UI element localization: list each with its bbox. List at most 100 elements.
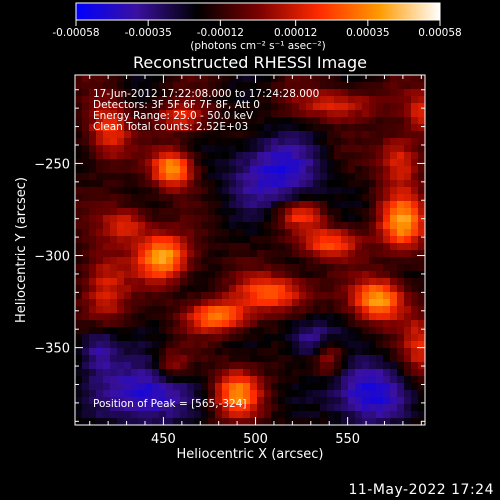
heatmap-cell <box>369 117 377 125</box>
heatmap-cell <box>348 180 356 188</box>
heatmap-cell <box>152 96 160 104</box>
heatmap-cell <box>271 306 279 314</box>
heatmap-cell <box>110 320 118 328</box>
heatmap-cell <box>355 201 363 209</box>
heatmap-cell <box>320 271 328 279</box>
heatmap-cell <box>229 404 237 412</box>
heatmap-cell <box>264 320 272 328</box>
heatmap-cell <box>138 243 146 251</box>
heatmap-cell <box>229 320 237 328</box>
heatmap-cell <box>96 89 104 97</box>
heatmap-cell <box>229 159 237 167</box>
heatmap-cell <box>383 215 391 223</box>
heatmap-cell <box>313 369 321 377</box>
heatmap-cell <box>117 299 125 307</box>
heatmap-cell <box>327 383 335 391</box>
heatmap-cell <box>292 138 300 146</box>
heatmap-cell <box>236 236 244 244</box>
heatmap-cell <box>145 110 153 118</box>
heatmap-cell <box>180 306 188 314</box>
heatmap-cell <box>110 110 118 118</box>
heatmap-cell <box>285 152 293 160</box>
heatmap-cell <box>320 145 328 153</box>
heatmap-cell <box>376 369 384 377</box>
heatmap-cell <box>264 383 272 391</box>
heatmap-cell <box>152 110 160 118</box>
heatmap-cell <box>110 243 118 251</box>
heatmap-cell <box>166 89 174 97</box>
heatmap-cell <box>173 124 181 132</box>
heatmap-cell <box>390 257 398 265</box>
heatmap-cell <box>173 194 181 202</box>
heatmap-cell <box>292 327 300 335</box>
heatmap-cell <box>145 187 153 195</box>
heatmap-cell <box>250 355 258 363</box>
heatmap-cell <box>404 187 412 195</box>
heatmap-cell <box>383 173 391 181</box>
heatmap-cell <box>313 215 321 223</box>
heatmap-cell <box>117 383 125 391</box>
heatmap-cell <box>96 173 104 181</box>
heatmap-cell <box>152 397 160 405</box>
heatmap-cell <box>320 173 328 181</box>
heatmap-cell <box>334 96 342 104</box>
heatmap-cell <box>187 82 195 90</box>
heatmap-cell <box>264 131 272 139</box>
heatmap-cell <box>89 355 97 363</box>
heatmap-cell <box>145 159 153 167</box>
heatmap-cell <box>257 243 265 251</box>
heatmap-cell <box>362 215 370 223</box>
heatmap-cell <box>159 89 167 97</box>
heatmap-cell <box>236 194 244 202</box>
heatmap-cell <box>341 383 349 391</box>
heatmap-cell <box>341 159 349 167</box>
heatmap-cell <box>327 131 335 139</box>
heatmap-cell <box>159 376 167 384</box>
heatmap-cell <box>89 299 97 307</box>
heatmap-cell <box>369 250 377 258</box>
heatmap-cell <box>411 313 419 321</box>
heatmap-cell <box>180 320 188 328</box>
heatmap-cell <box>222 376 230 384</box>
heatmap-cell <box>341 201 349 209</box>
heatmap-cell <box>271 404 279 412</box>
heatmap-cell <box>201 243 209 251</box>
heatmap-cell <box>320 320 328 328</box>
heatmap-cell <box>229 418 237 425</box>
heatmap-cell <box>320 299 328 307</box>
heatmap-cell <box>89 362 97 370</box>
heatmap-cell <box>341 152 349 160</box>
heatmap-cell <box>166 82 174 90</box>
heatmap-cell <box>278 299 286 307</box>
heatmap-cell <box>215 257 223 265</box>
heatmap-cell <box>194 89 202 97</box>
heatmap-cell <box>124 264 132 272</box>
heatmap-cell <box>341 278 349 286</box>
heatmap-cell <box>376 222 384 230</box>
heatmap-cell <box>362 334 370 342</box>
heatmap-cell <box>376 418 384 425</box>
heatmap-cell <box>341 215 349 223</box>
heatmap-cell <box>390 397 398 405</box>
heatmap-cell <box>222 278 230 286</box>
heatmap-cell <box>166 362 174 370</box>
heatmap-cell <box>96 145 104 153</box>
heatmap-cell <box>355 264 363 272</box>
heatmap-cell <box>264 418 272 425</box>
heatmap-cell <box>173 215 181 223</box>
heatmap-cell <box>348 334 356 342</box>
heatmap-cell <box>390 187 398 195</box>
heatmap-cell <box>124 173 132 181</box>
heatmap-cell <box>166 229 174 237</box>
heatmap-cell <box>362 236 370 244</box>
heatmap-cell <box>131 376 139 384</box>
heatmap-cell <box>341 250 349 258</box>
heatmap-cell <box>215 348 223 356</box>
heatmap-cell <box>124 180 132 188</box>
heatmap-cell <box>159 383 167 391</box>
heatmap-cell <box>173 362 181 370</box>
heatmap-cell <box>355 124 363 132</box>
heatmap-cell <box>362 341 370 349</box>
heatmap-cell <box>299 124 307 132</box>
